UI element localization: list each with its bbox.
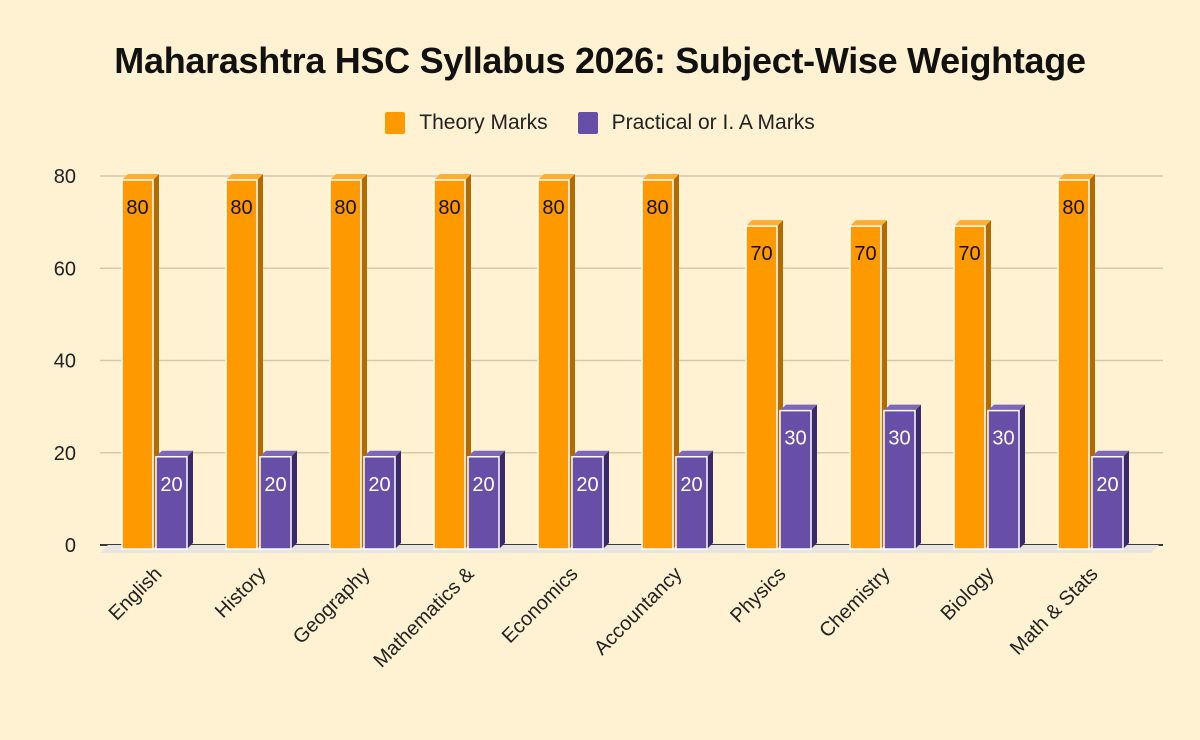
- bar-theory-math-stats[interactable]: 80: [1057, 174, 1095, 550]
- y-tick-label: 40: [54, 351, 76, 373]
- bar-value-label: 80: [1062, 197, 1084, 219]
- bar-value-label: 30: [888, 428, 910, 450]
- y-tick-label: 60: [54, 258, 76, 280]
- bar-practical-physics[interactable]: 30: [779, 404, 817, 550]
- bar-practical-accountancy[interactable]: 20: [675, 450, 713, 550]
- bar-theory-economics[interactable]: 80: [537, 174, 575, 550]
- legend-item-practical[interactable]: Practical or I. A Marks: [577, 111, 815, 135]
- bar-value-label: 70: [958, 243, 980, 265]
- bar-value-label: 70: [854, 243, 876, 265]
- bar-value-label: 80: [542, 197, 564, 219]
- legend-swatch-theory: [385, 112, 406, 134]
- bar-theory-geography[interactable]: 80: [329, 174, 367, 550]
- bar-value-label: 80: [230, 197, 252, 219]
- x-tick-label: Accountancy: [590, 563, 687, 660]
- bar-practical-math-stats[interactable]: 20: [1091, 450, 1129, 550]
- x-tick-label: Physics: [726, 563, 790, 627]
- bar-practical-biology[interactable]: 30: [987, 404, 1025, 550]
- x-tick-label: Biology: [937, 563, 999, 625]
- bar-theory-accountancy[interactable]: 80: [641, 174, 679, 550]
- bar-value-label: 20: [680, 474, 702, 496]
- bar-theory-chemistry[interactable]: 70: [849, 220, 887, 550]
- bar-theory-physics[interactable]: 70: [745, 220, 783, 550]
- legend-label-practical: Practical or I. A Marks: [611, 111, 815, 134]
- x-tick-label: Geography: [289, 563, 375, 649]
- bar-value-label: 20: [264, 474, 286, 496]
- bar-value-label: 20: [472, 474, 494, 496]
- bar-value-label: 30: [992, 428, 1014, 450]
- bar-value-label: 80: [334, 197, 356, 219]
- bar-practical-economics[interactable]: 20: [571, 450, 609, 550]
- bar-value-label: 80: [126, 197, 148, 219]
- x-tick-label: History: [211, 563, 271, 623]
- bar-practical-english[interactable]: 20: [155, 450, 193, 550]
- x-tick-label: Economics: [498, 563, 583, 648]
- legend-item-theory[interactable]: Theory Marks: [385, 111, 548, 135]
- bar-value-label: 30: [784, 428, 806, 450]
- x-tick-label: Chemistry: [815, 563, 894, 642]
- bar-theory-mathematics-[interactable]: 80: [433, 174, 471, 550]
- bar-value-label: 70: [750, 243, 772, 265]
- bar-theory-english[interactable]: 80: [121, 174, 159, 550]
- y-tick-label: 20: [54, 443, 76, 465]
- bar-value-label: 20: [160, 474, 182, 496]
- x-tick-label: English: [105, 563, 167, 625]
- bar-value-label: 80: [646, 197, 668, 219]
- bar-value-label: 20: [368, 474, 390, 496]
- bar-value-label: 80: [438, 197, 460, 219]
- bar-theory-history[interactable]: 80: [225, 174, 263, 550]
- legend: Theory Marks Practical or I. A Marks: [0, 111, 1200, 135]
- bar-practical-history[interactable]: 20: [259, 450, 297, 550]
- bar-practical-chemistry[interactable]: 30: [883, 404, 921, 550]
- y-tick-label: 80: [54, 166, 76, 188]
- bar-value-label: 20: [576, 474, 598, 496]
- bar-theory-biology[interactable]: 70: [953, 220, 991, 550]
- bar-value-label: 20: [1096, 474, 1118, 496]
- legend-swatch-practical: [577, 112, 598, 134]
- legend-label-theory: Theory Marks: [419, 111, 548, 134]
- bar-practical-mathematics-[interactable]: 20: [467, 450, 505, 550]
- bar-practical-geography[interactable]: 20: [363, 450, 401, 550]
- y-tick-label: 0: [65, 535, 76, 557]
- x-tick-label: Mathematics &: [369, 563, 479, 673]
- x-tick-label: Math & Stats: [1006, 563, 1103, 660]
- chart-title: Maharashtra HSC Syllabus 2026: Subject-W…: [114, 40, 1086, 81]
